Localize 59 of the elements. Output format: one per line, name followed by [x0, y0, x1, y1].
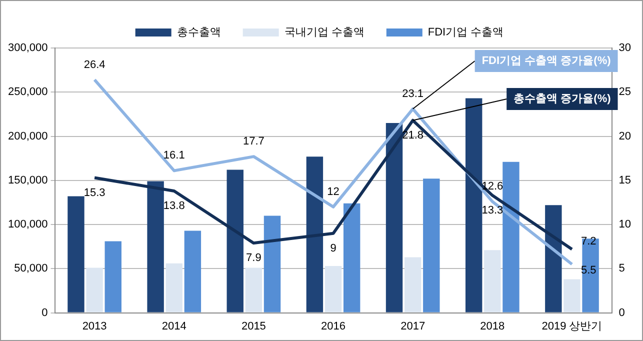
y2-tick-label: 15	[618, 174, 632, 186]
bar	[245, 268, 262, 312]
y-tick-label: 200,000	[8, 130, 48, 142]
bar	[423, 178, 440, 312]
y2-tick-label: 20	[618, 130, 632, 142]
data-label: 17.7	[242, 136, 264, 148]
bar	[226, 170, 244, 312]
legend-label: 총수출액	[176, 26, 221, 39]
x-tick-label: 2014	[162, 320, 186, 332]
x-tick-label: 2013	[82, 320, 107, 332]
legend-label: 국내기업 수출액	[284, 26, 364, 39]
y2-tick-label: 0	[618, 306, 625, 319]
data-label: 9	[330, 242, 336, 254]
data-label: 5.5	[580, 264, 596, 276]
bar	[324, 266, 342, 312]
y-tick-label: 250,000	[8, 86, 48, 98]
x-tick-label: 2019 상반기	[542, 320, 602, 332]
y-tick-label: 300,000	[8, 42, 48, 54]
x-tick-label: 2015	[241, 320, 266, 332]
y2-tick-label: 5	[618, 262, 625, 275]
text: 총수출액 증가율(%)	[514, 93, 612, 106]
y2-tick-label: 25	[618, 86, 632, 98]
bar	[502, 162, 520, 312]
bar	[465, 98, 482, 312]
x-tick-label: 2017	[400, 320, 426, 332]
data-label: 26.4	[84, 58, 106, 71]
bar	[484, 250, 501, 312]
bar	[184, 230, 202, 312]
bar	[264, 216, 281, 312]
bar	[545, 205, 562, 312]
data-label: 23.1	[402, 88, 424, 100]
data-label: 12	[327, 186, 340, 198]
y2-tick-label: 30	[618, 42, 632, 54]
x-tick-label: 2018	[480, 320, 505, 332]
y-tick-label: 150,000	[8, 174, 48, 186]
bar	[306, 156, 324, 312]
bar	[343, 203, 360, 312]
data-label: 16.1	[163, 150, 185, 162]
data-label: 7.9	[246, 252, 262, 264]
y-tick-label: 0	[42, 306, 48, 319]
bar	[104, 241, 122, 312]
data-label: 15.3	[84, 186, 106, 199]
text: FDI기업 수출액 증가율(%)	[482, 55, 612, 68]
bar	[564, 279, 580, 312]
y2-tick-label: 10	[618, 218, 632, 231]
bar	[166, 263, 182, 312]
data-label: 21.8	[402, 129, 424, 142]
legend-label: FDI기업 수출액	[428, 26, 504, 39]
bar	[582, 238, 599, 312]
bar	[68, 196, 84, 312]
bar	[386, 123, 403, 312]
bar	[404, 257, 422, 312]
bar	[147, 181, 164, 312]
data-label: 13.3	[482, 204, 504, 216]
y-tick-label: 50,000	[14, 262, 48, 275]
bar	[86, 268, 103, 312]
data-label: 13.8	[163, 200, 185, 212]
x-tick-label: 2016	[321, 320, 346, 332]
y-tick-label: 100,000	[8, 218, 48, 231]
